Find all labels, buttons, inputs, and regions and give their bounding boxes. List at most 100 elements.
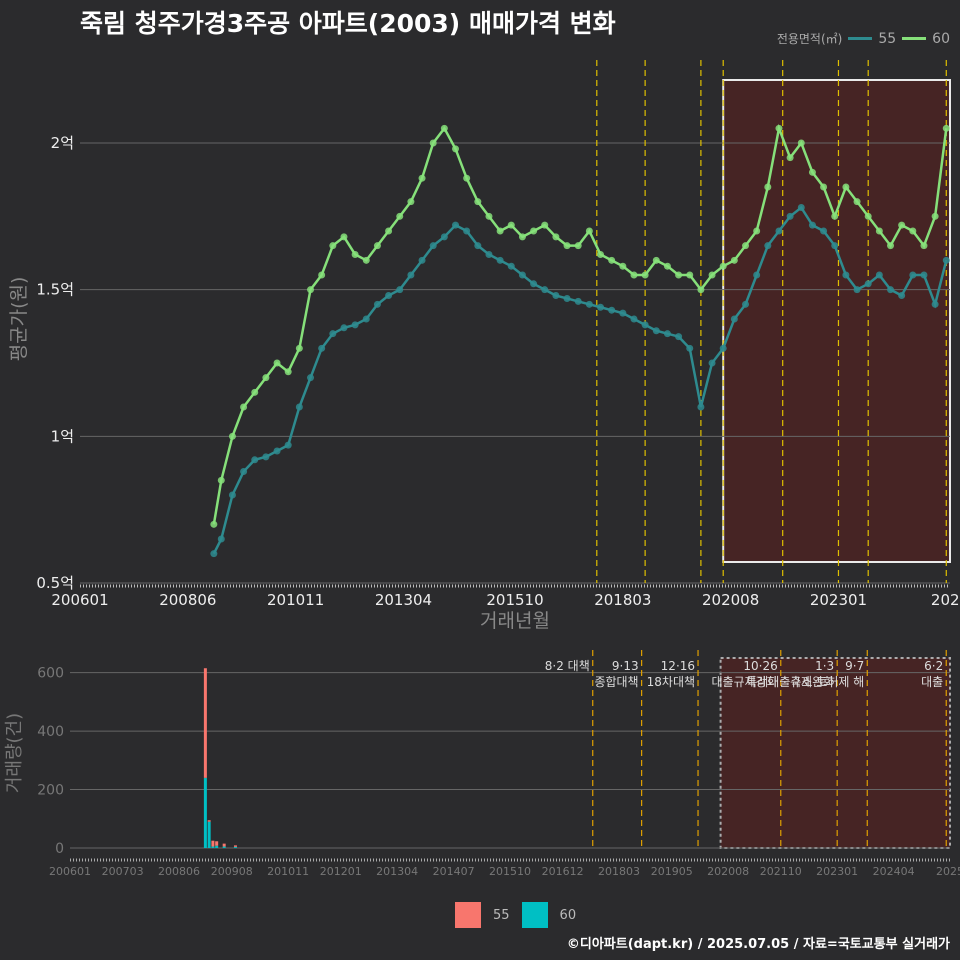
data-point-60: [887, 242, 895, 250]
data-point-60: [875, 227, 883, 235]
data-point-60: [764, 183, 772, 191]
data-point-55: [920, 271, 928, 279]
bar-55: [207, 820, 211, 822]
event-label: 12·16: [661, 659, 695, 673]
data-point-60: [440, 124, 448, 132]
data-point-55: [753, 271, 761, 279]
bar-60: [215, 845, 219, 848]
x-tick-label: 201510: [489, 865, 531, 878]
bar-60: [207, 821, 211, 848]
bar-60: [233, 846, 237, 848]
data-point-55: [675, 333, 683, 341]
data-point-60: [931, 212, 939, 220]
x-tick-label: 201011: [267, 591, 324, 609]
data-point-60: [742, 242, 750, 250]
data-point-60: [210, 520, 218, 528]
data-point-55: [262, 453, 270, 461]
x-axis-label: 거래년월: [480, 610, 550, 632]
data-point-55: [842, 271, 850, 279]
legend-area: 전용면적(㎡) 55 60: [777, 30, 950, 47]
data-point-55: [496, 256, 504, 264]
data-point-55: [474, 242, 482, 250]
x-tick-label: 201612: [542, 865, 584, 878]
data-point-60: [630, 271, 638, 279]
data-point-60: [831, 212, 839, 220]
data-point-60: [585, 227, 593, 235]
data-point-55: [329, 330, 337, 338]
data-point-60: [518, 233, 526, 241]
data-point-60: [273, 359, 281, 367]
legend-swatch-55: [848, 37, 873, 40]
x-tick-label: 200703: [102, 865, 144, 878]
data-point-55: [362, 315, 370, 323]
x-tick-label: 2025: [931, 591, 960, 609]
legend-bottom-label-55: 55: [493, 907, 510, 923]
data-point-55: [898, 292, 906, 300]
data-point-55: [641, 321, 649, 329]
data-point-60: [507, 221, 515, 229]
data-point-55: [217, 535, 225, 543]
y-axis-label: 거래량(건): [4, 713, 25, 793]
data-point-60: [597, 250, 605, 258]
data-point-55: [351, 321, 359, 329]
data-point-55: [686, 344, 694, 352]
data-point-55: [273, 447, 281, 455]
data-point-55: [574, 297, 582, 305]
data-point-55: [429, 242, 437, 250]
data-point-55: [396, 286, 404, 294]
bar-55: [222, 843, 226, 847]
event-label: 규제완화: [790, 675, 834, 689]
data-point-55: [808, 221, 816, 229]
data-point-60: [864, 212, 872, 220]
x-tick-label: 201201: [320, 865, 362, 878]
data-point-60: [362, 256, 370, 264]
data-point-60: [808, 168, 816, 176]
data-point-60: [753, 227, 761, 235]
event-label: 6·2: [924, 659, 943, 673]
data-point-55: [608, 306, 616, 314]
y-axis-label: 평균가(원): [8, 277, 30, 362]
x-tick-label: 201510: [486, 591, 543, 609]
data-point-60: [730, 256, 738, 264]
data-point-60: [373, 242, 381, 250]
data-point-55: [228, 491, 236, 499]
event-label: 9·13: [612, 659, 639, 673]
highlight-box: [722, 79, 952, 563]
x-tick-label: 201407: [433, 865, 475, 878]
legend-bottom: 55 60: [455, 902, 576, 928]
data-point-55: [452, 221, 460, 229]
data-point-55: [909, 271, 917, 279]
data-point-60: [775, 124, 783, 132]
y-tick-label: 1.5억: [36, 281, 74, 299]
data-point-60: [663, 262, 671, 270]
x-tick-label: 201304: [376, 865, 418, 878]
data-point-55: [875, 271, 883, 279]
data-point-60: [708, 271, 716, 279]
data-point-60: [407, 198, 415, 206]
data-point-60: [608, 256, 616, 264]
data-point-55: [942, 256, 950, 264]
x-tick-label: 201011: [267, 865, 309, 878]
x-tick-label: 2025: [936, 865, 960, 878]
x-tick-label: 201304: [375, 591, 432, 609]
data-point-60: [429, 139, 437, 147]
bar-55: [211, 840, 215, 847]
data-point-55: [820, 227, 828, 235]
data-point-55: [831, 242, 839, 250]
data-point-60: [786, 154, 794, 162]
event-label: 종합대책: [594, 674, 638, 689]
data-point-60: [574, 242, 582, 250]
x-tick-label: 202008: [707, 865, 749, 878]
data-point-55: [507, 262, 515, 270]
data-point-60: [295, 344, 303, 352]
data-point-60: [686, 271, 694, 279]
data-point-55: [663, 330, 671, 338]
data-point-60: [228, 432, 236, 440]
data-point-60: [318, 271, 326, 279]
data-point-55: [407, 271, 415, 279]
legend-label-55: 55: [878, 30, 897, 47]
data-point-55: [742, 300, 750, 308]
bar-55: [233, 845, 237, 847]
data-point-60: [719, 262, 727, 270]
data-point-55: [797, 204, 805, 212]
